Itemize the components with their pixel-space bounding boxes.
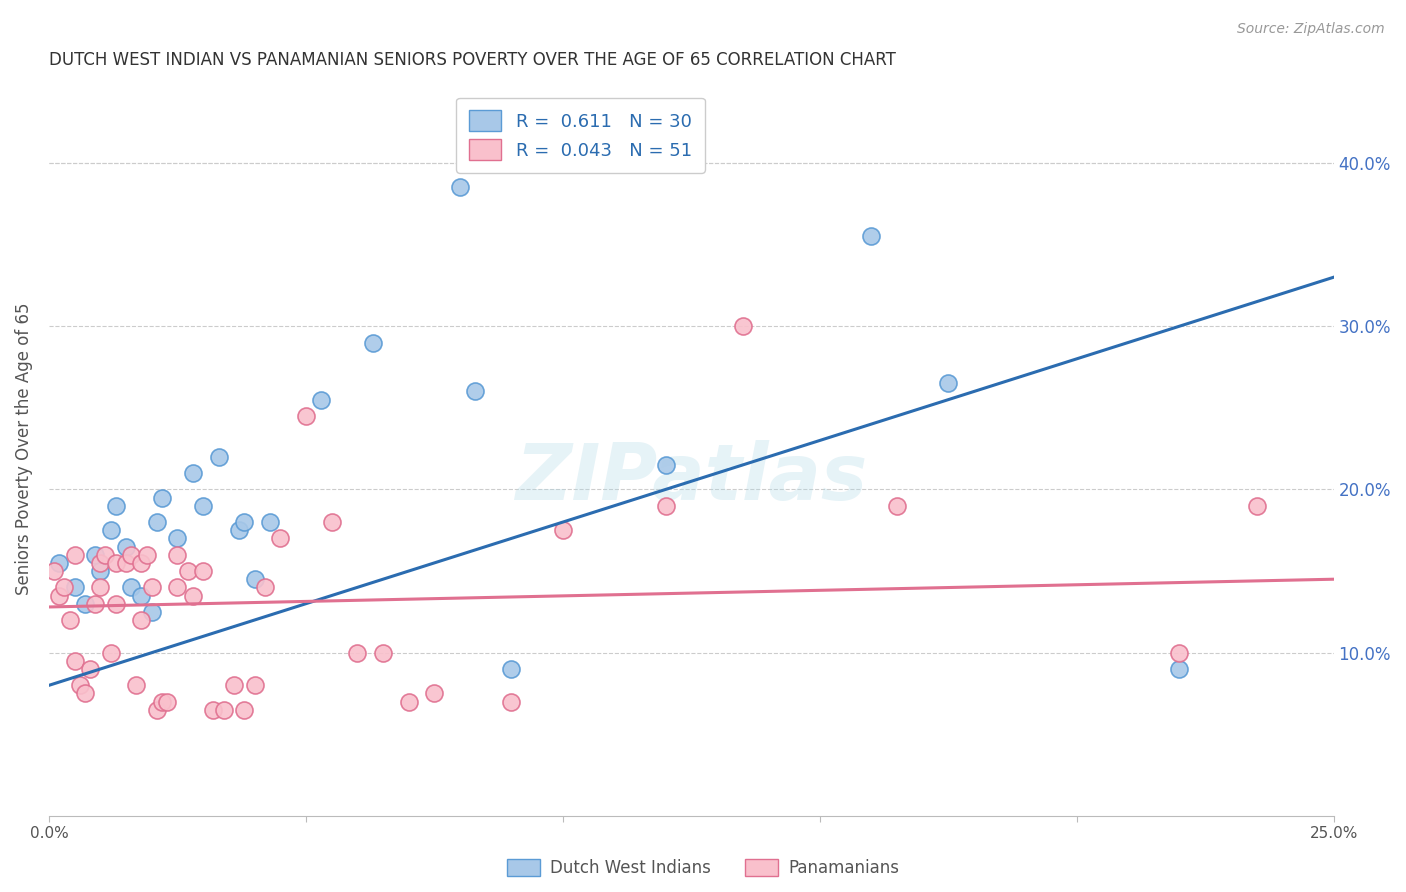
Point	[166, 532, 188, 546]
Point	[104, 556, 127, 570]
Point	[253, 580, 276, 594]
Point	[63, 548, 86, 562]
Point	[84, 548, 107, 562]
Point	[222, 678, 245, 692]
Point	[233, 515, 256, 529]
Point	[228, 523, 250, 537]
Point	[295, 409, 318, 423]
Point	[150, 695, 173, 709]
Point	[146, 703, 169, 717]
Point	[141, 580, 163, 594]
Text: ZIPatlas: ZIPatlas	[515, 440, 868, 516]
Point	[58, 613, 80, 627]
Point	[233, 703, 256, 717]
Point	[259, 515, 281, 529]
Point	[860, 229, 883, 244]
Legend: Dutch West Indians, Panamanians: Dutch West Indians, Panamanians	[501, 852, 905, 884]
Point	[89, 580, 111, 594]
Point	[177, 564, 200, 578]
Point	[501, 695, 523, 709]
Point	[125, 678, 148, 692]
Point	[120, 580, 142, 594]
Point	[1168, 646, 1191, 660]
Point	[212, 703, 235, 717]
Point	[731, 319, 754, 334]
Point	[181, 466, 204, 480]
Point	[48, 589, 70, 603]
Point	[398, 695, 420, 709]
Point	[89, 556, 111, 570]
Point	[207, 450, 229, 464]
Point	[886, 499, 908, 513]
Point	[243, 678, 266, 692]
Point	[936, 376, 959, 391]
Point	[100, 646, 122, 660]
Point	[73, 597, 96, 611]
Point	[371, 646, 394, 660]
Point	[53, 580, 76, 594]
Point	[654, 458, 676, 472]
Point	[100, 523, 122, 537]
Point	[1246, 499, 1268, 513]
Point	[89, 564, 111, 578]
Point	[73, 686, 96, 700]
Point	[166, 548, 188, 562]
Point	[42, 564, 65, 578]
Text: DUTCH WEST INDIAN VS PANAMANIAN SENIORS POVERTY OVER THE AGE OF 65 CORRELATION C: DUTCH WEST INDIAN VS PANAMANIAN SENIORS …	[49, 51, 896, 69]
Point	[361, 335, 384, 350]
Point	[141, 605, 163, 619]
Point	[423, 686, 446, 700]
Point	[202, 703, 225, 717]
Point	[1168, 662, 1191, 676]
Point	[449, 180, 471, 194]
Point	[79, 662, 101, 676]
Point	[131, 613, 153, 627]
Point	[135, 548, 157, 562]
Point	[150, 491, 173, 505]
Point	[48, 556, 70, 570]
Point	[551, 523, 574, 537]
Point	[181, 589, 204, 603]
Point	[346, 646, 368, 660]
Point	[104, 499, 127, 513]
Point	[69, 678, 91, 692]
Point	[146, 515, 169, 529]
Point	[464, 384, 486, 399]
Point	[115, 540, 138, 554]
Point	[156, 695, 179, 709]
Point	[191, 499, 214, 513]
Point	[104, 597, 127, 611]
Point	[131, 589, 153, 603]
Point	[654, 499, 676, 513]
Legend: R =  0.611   N = 30, R =  0.043   N = 51: R = 0.611 N = 30, R = 0.043 N = 51	[456, 98, 704, 173]
Point	[115, 556, 138, 570]
Point	[166, 580, 188, 594]
Point	[243, 572, 266, 586]
Y-axis label: Seniors Poverty Over the Age of 65: Seniors Poverty Over the Age of 65	[15, 302, 32, 595]
Point	[63, 580, 86, 594]
Point	[321, 515, 343, 529]
Point	[94, 548, 117, 562]
Point	[269, 532, 291, 546]
Point	[131, 556, 153, 570]
Point	[311, 392, 333, 407]
Text: Source: ZipAtlas.com: Source: ZipAtlas.com	[1237, 22, 1385, 37]
Point	[63, 654, 86, 668]
Point	[501, 662, 523, 676]
Point	[84, 597, 107, 611]
Point	[191, 564, 214, 578]
Point	[120, 548, 142, 562]
